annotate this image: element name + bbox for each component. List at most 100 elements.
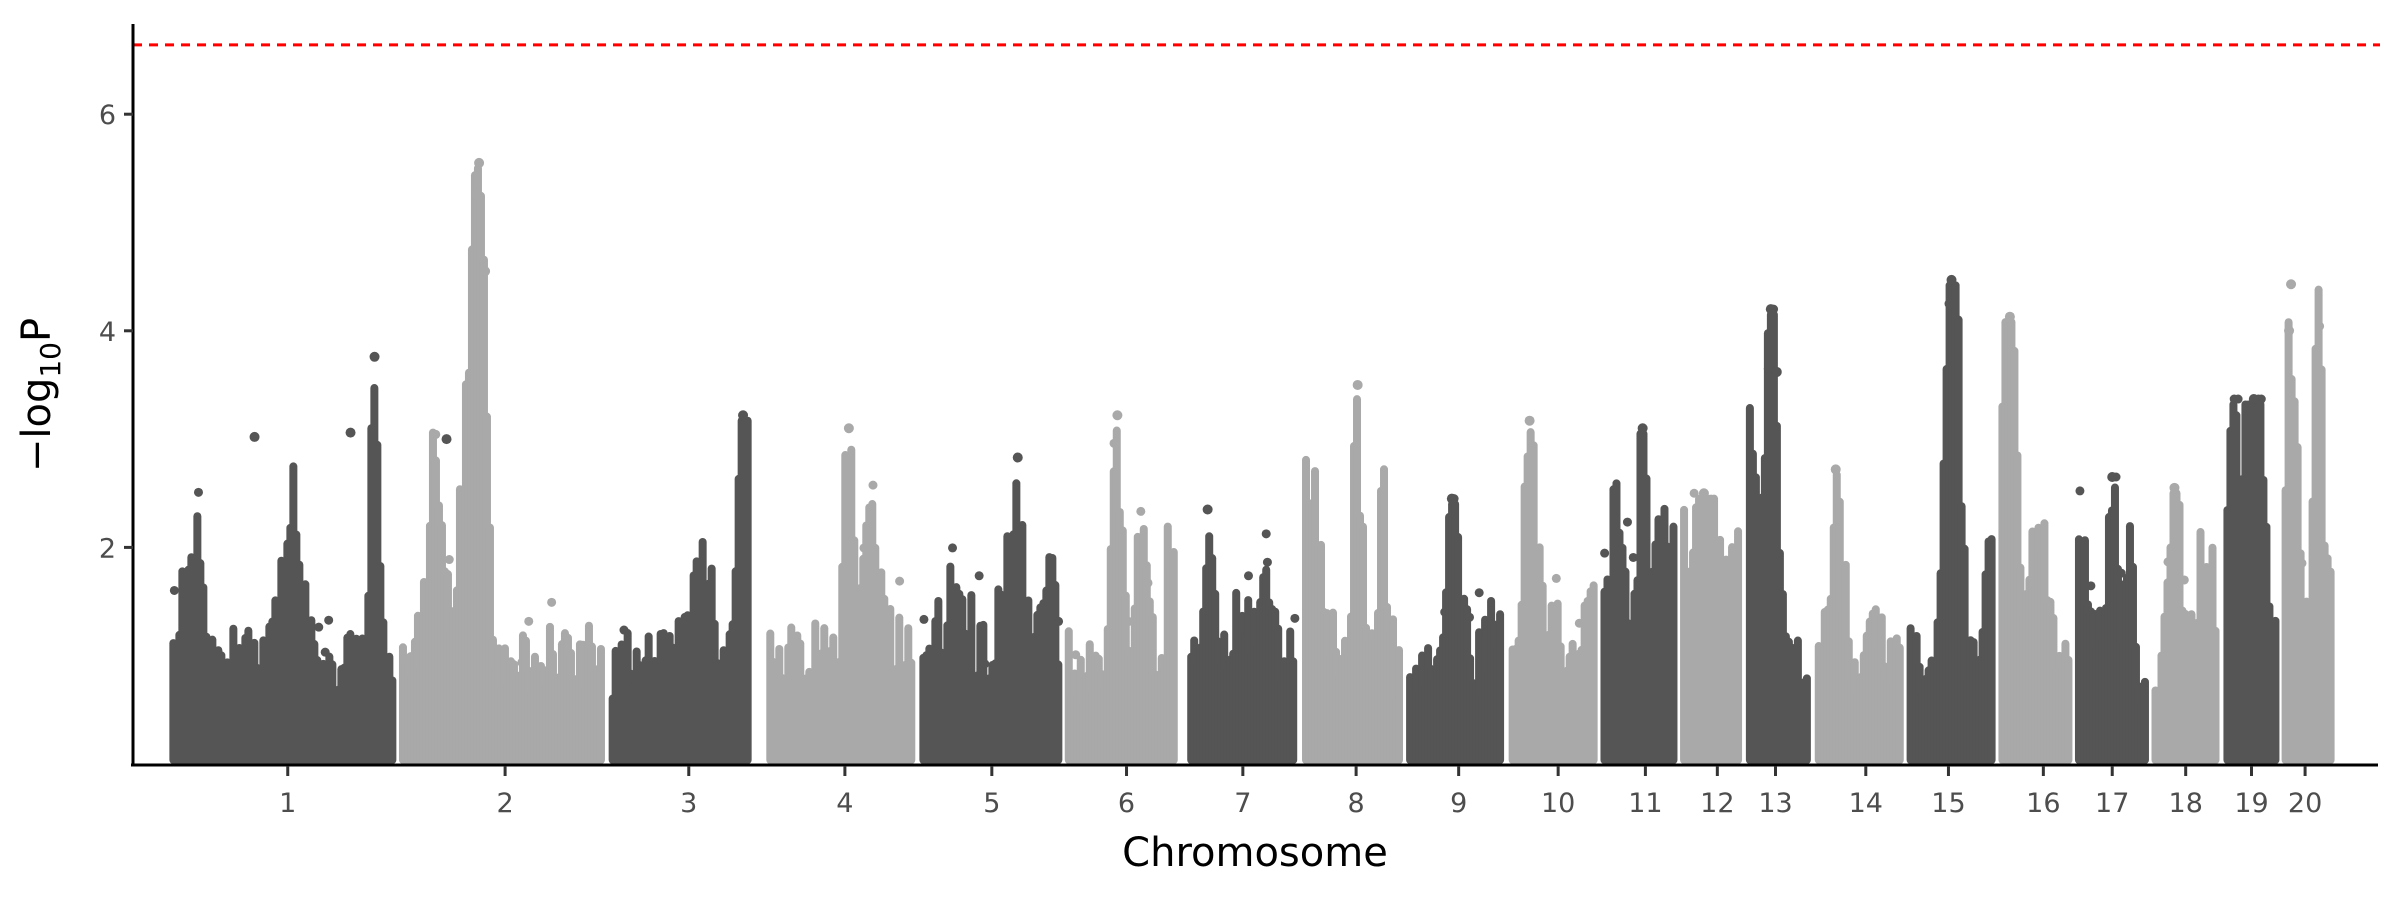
x-tick-label-chr-12: 12 (1700, 788, 1734, 819)
x-tick-label-chr-20: 20 (2288, 788, 2322, 819)
top-snp-point (1637, 423, 1648, 434)
snp-point (1290, 613, 1300, 623)
snp-point (1261, 529, 1271, 539)
y-axis-title-prefix: −log (14, 378, 60, 473)
chromosome-7-points (1187, 504, 1300, 764)
top-snp-point (1698, 488, 1709, 499)
x-tick-label-chr-8: 8 (1348, 788, 1365, 819)
x-tick-label-chr-19: 19 (2234, 788, 2268, 819)
x-tick-label-chr-18: 18 (2169, 788, 2203, 819)
snp-point (2233, 394, 2243, 404)
top-snp-point (2248, 394, 2259, 405)
snp-point (974, 571, 984, 581)
chromosome-9-points (1406, 493, 1505, 764)
top-snp-point (2169, 482, 2180, 493)
top-snp-point (1524, 415, 1535, 426)
snp-point (547, 597, 557, 607)
snp-point (444, 555, 454, 565)
snp-point (895, 576, 905, 586)
snp-point (169, 585, 179, 595)
snp-point (919, 614, 929, 624)
chromosome-12-points (1680, 488, 1743, 764)
snp-point (948, 543, 958, 553)
top-snp-point (2286, 279, 2297, 290)
snp-point (1944, 298, 1955, 309)
snp-point (1622, 517, 1632, 527)
y-axis-ticks: 2 4 6 (99, 100, 133, 564)
x-tick-label-chr-3: 3 (680, 788, 697, 819)
snp-point (193, 487, 203, 497)
snp-point (314, 622, 324, 632)
chromosome-1-points (169, 351, 452, 764)
x-axis-title: Chromosome (1122, 830, 1388, 876)
x-tick-label-chr-6: 6 (1118, 788, 1135, 819)
snp-point (980, 659, 990, 669)
top-snp-point (2107, 472, 2118, 483)
x-tick-label-chr-13: 13 (1758, 788, 1792, 819)
snp-point (2086, 581, 2096, 591)
x-tick-label-chr-4: 4 (836, 788, 853, 819)
chromosome-11-points (1600, 423, 1678, 764)
x-tick-label-chr-2: 2 (497, 788, 514, 819)
x-tick-label-chr-9: 9 (1450, 788, 1467, 819)
top-snp-point (2004, 311, 2015, 322)
chromosome-10-points (1508, 415, 1598, 764)
snp-point (1600, 548, 1610, 558)
chromosome-13-points (1745, 304, 1811, 764)
chromosome-6-points (1064, 410, 1178, 764)
snp-point (324, 615, 334, 625)
x-tick-label-chr-1: 1 (279, 788, 296, 819)
chromosome-16-points (1998, 311, 2073, 764)
snp-points (169, 157, 2335, 764)
top-snp-point (474, 157, 485, 168)
top-snp-point (843, 423, 854, 434)
y-tick-label: 2 (99, 533, 116, 564)
snp-point (2284, 325, 2295, 336)
x-tick-label-chr-7: 7 (1234, 788, 1251, 819)
snp-point (431, 429, 441, 439)
top-snp-point (1352, 379, 1363, 390)
snp-point (1771, 366, 1782, 377)
chromosome-3-points (608, 410, 752, 764)
snp-point (524, 616, 534, 626)
top-snp-point (1012, 452, 1023, 463)
y-axis-title-subscript: 10 (34, 342, 67, 378)
snp-point (441, 434, 452, 445)
chromosome-5-points (919, 452, 1064, 764)
snp-point (480, 266, 491, 277)
chromosome-20-points (2281, 279, 2335, 764)
chromosome-15-points (1906, 274, 1996, 764)
snp-point (1262, 557, 1272, 567)
x-tick-label-chr-16: 16 (2026, 788, 2060, 819)
chromosome-4-points (766, 423, 916, 764)
x-tick-label-chr-11: 11 (1628, 788, 1662, 819)
snp-point (1136, 506, 1146, 516)
x-axis-ticks: 1 2 3 4 5 6 7 8 9 10 11 12 13 14 15 16 17 18 19 20 (279, 766, 2322, 819)
chromosome-18-points (2151, 482, 2220, 764)
snp-point (2179, 575, 2189, 585)
y-tick-label: 4 (99, 317, 116, 348)
snp-point (1689, 488, 1699, 498)
snp-point (868, 480, 878, 490)
snp-point (1763, 363, 1774, 374)
y-axis-title: −log10P (14, 318, 67, 472)
snp-point (249, 431, 260, 442)
top-snp-point (1112, 410, 1123, 421)
snp-point (1465, 612, 1475, 622)
snp-point (2297, 558, 2307, 568)
top-snp-point (1765, 304, 1776, 315)
x-tick-label-chr-10: 10 (1541, 788, 1575, 819)
snp-point (1474, 588, 1484, 598)
x-tick-label-chr-17: 17 (2095, 788, 2129, 819)
top-snp-point (1946, 274, 1957, 285)
y-tick-label: 6 (99, 100, 116, 131)
top-snp-point (1446, 493, 1457, 504)
top-snp-point (1830, 464, 1841, 475)
snp-point (345, 427, 356, 438)
x-tick-label-chr-5: 5 (983, 788, 1000, 819)
top-snp-point (369, 351, 380, 362)
x-tick-label-chr-14: 14 (1849, 788, 1883, 819)
top-snp-point (738, 410, 749, 421)
y-axis-title-suffix: P (14, 318, 60, 342)
